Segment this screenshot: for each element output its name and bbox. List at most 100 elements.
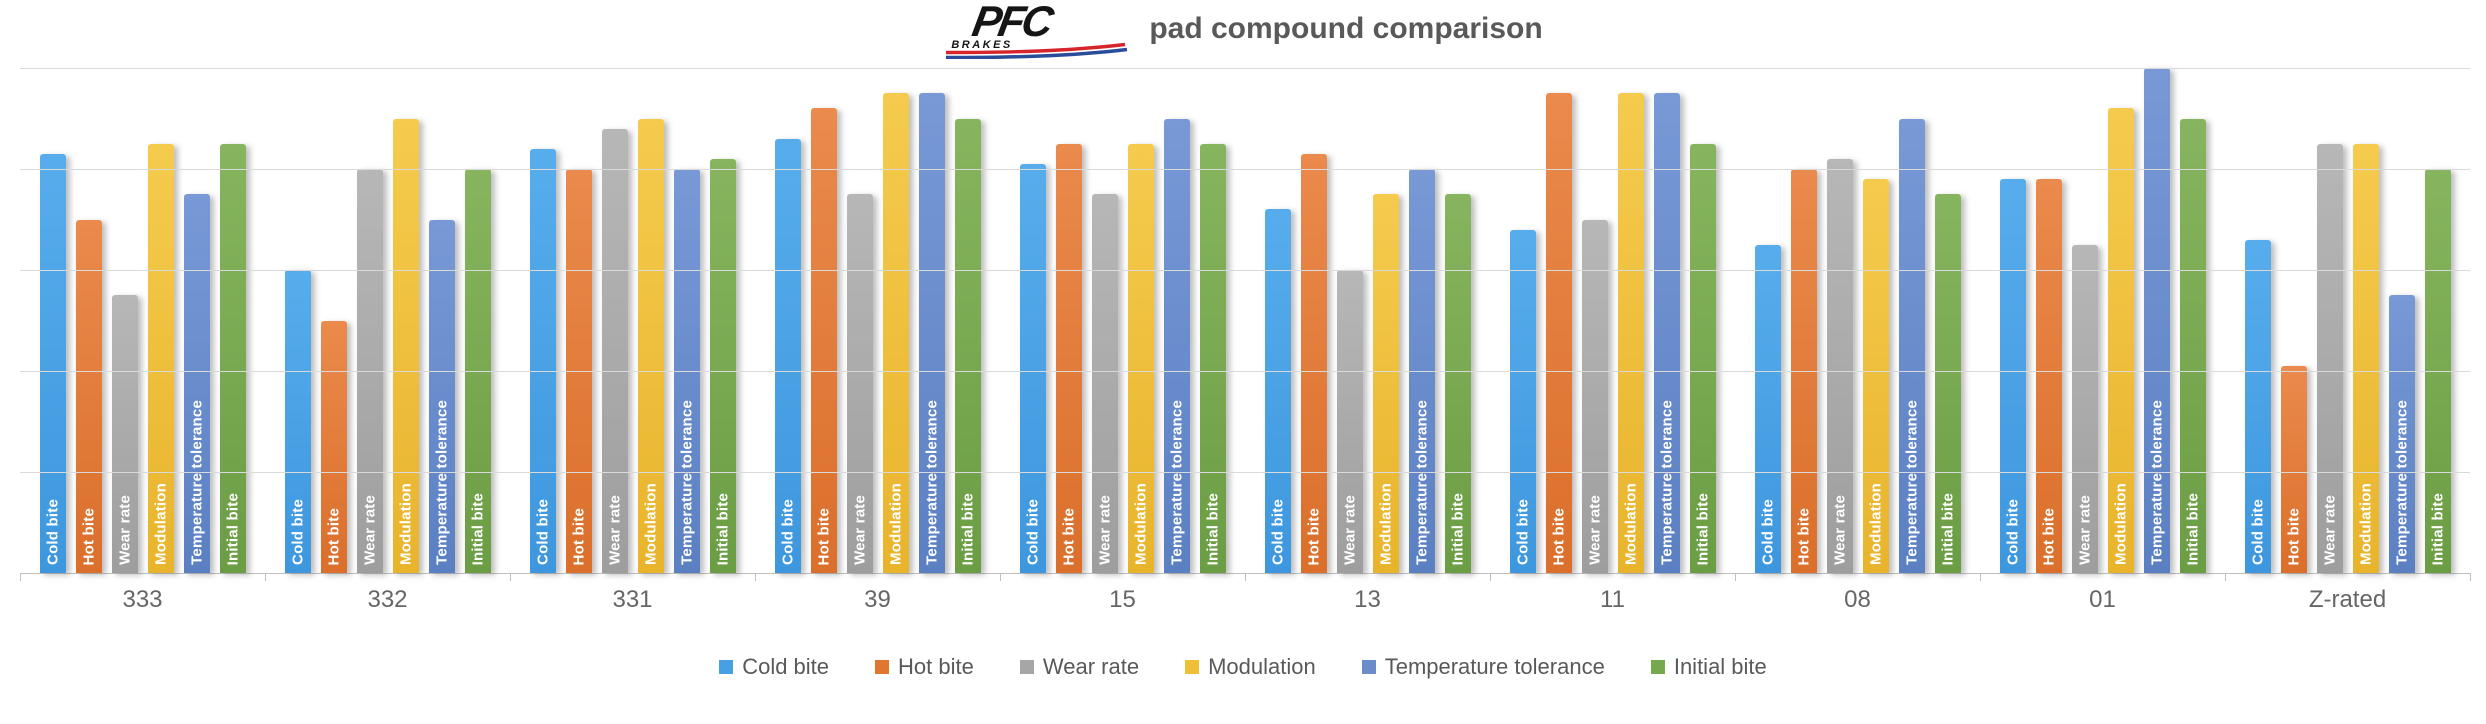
bar-series-label: Initial bite <box>1939 492 1956 565</box>
bar-series-label: Hot bite <box>1305 507 1322 565</box>
bar-wear-rate: Wear rate <box>846 194 873 573</box>
bar-series-label: Wear rate <box>1831 495 1848 565</box>
legend-label: Cold bite <box>742 654 830 679</box>
legend-label: Wear rate <box>1042 654 1140 679</box>
bar-modulation: Modulation <box>1862 179 1889 573</box>
bar-temperature-tolerance: Temperature tolerance <box>1653 93 1680 573</box>
bar-series-label: Wear rate <box>2321 495 2338 565</box>
bar-series-label: Hot bite <box>2285 507 2302 565</box>
bar-series-label: Temperature tolerance <box>1413 400 1430 565</box>
category-label-11: 11 <box>1600 586 1625 613</box>
bar-series-label: Hot bite <box>80 507 97 565</box>
bar-series-label: Hot bite <box>325 507 342 565</box>
category-label-333: 333 <box>122 586 163 613</box>
bar-series-label: Initial bite <box>1449 492 1466 565</box>
bar-series-label: Wear rate <box>1586 495 1603 565</box>
gridline <box>20 472 2470 473</box>
x-axis-tick <box>20 573 21 581</box>
bar-series-label: Wear rate <box>851 495 868 565</box>
bar-temperature-tolerance: Temperature tolerance <box>183 194 210 573</box>
bar-series-label: Wear rate <box>361 495 378 565</box>
bar-series-label: Temperature tolerance <box>2393 400 2410 565</box>
legend-swatch-icon <box>1650 660 1665 674</box>
bar-group-08: Cold bite Hot bite Wear rate Modulation Temp… <box>1735 68 1980 573</box>
bar-initial-bite: Initial bite <box>1444 194 1471 573</box>
legend-item-initial-bite: Initial bite <box>1650 654 1767 680</box>
bar-wear-rate: Wear rate <box>1581 219 1608 573</box>
bar-group-39: Cold bite Hot bite Wear rate Modulation Temp… <box>755 68 1000 573</box>
bar-series-label: Hot bite <box>1550 507 1567 565</box>
bar-series-label: Cold bite <box>534 499 551 565</box>
bar-hot-bite: Hot bite <box>1545 93 1572 573</box>
bar-modulation: Modulation <box>2352 143 2379 573</box>
bar-group-15: Cold bite Hot bite Wear rate Modulation Temp… <box>1000 68 1245 573</box>
legend-label: Modulation <box>1208 654 1316 679</box>
gridline <box>20 371 2470 372</box>
legend-label: Initial bite <box>1673 654 1767 679</box>
logo-sub-text: BRAKES <box>951 39 1013 51</box>
bar-cold-bite: Cold bite <box>1999 179 2026 573</box>
bar-modulation: Modulation <box>2107 108 2134 573</box>
gridline <box>20 169 2470 170</box>
bar-initial-bite: Initial bite <box>1199 143 1226 573</box>
bar-initial-bite: Initial bite <box>219 143 246 573</box>
bar-series-label: Modulation <box>2357 483 2374 565</box>
gridline <box>20 270 2470 271</box>
bar-temperature-tolerance: Temperature tolerance <box>1163 118 1190 573</box>
bar-modulation: Modulation <box>147 143 174 573</box>
category-label-08: 08 <box>1844 586 1871 613</box>
x-axis-tick <box>2470 573 2471 581</box>
x-axis-tick <box>1490 573 1491 581</box>
legend-item-wear-rate: Wear rate <box>1019 654 1140 680</box>
chart-title: pad compound comparison <box>1149 12 1543 45</box>
bar-series-label: Cold bite <box>44 499 61 565</box>
bar-modulation: Modulation <box>1617 93 1644 573</box>
bar-wear-rate: Wear rate <box>1091 194 1118 573</box>
bar-cold-bite: Cold bite <box>1754 244 1781 573</box>
category-label-39: 39 <box>864 586 891 613</box>
category-label-13: 13 <box>1354 586 1381 613</box>
bar-series-label: Cold bite <box>779 499 796 565</box>
bar-modulation: Modulation <box>882 93 909 573</box>
bar-cold-bite: Cold bite <box>1019 163 1046 573</box>
bar-series-label: Modulation <box>642 483 659 565</box>
legend-item-cold-bite: Cold bite <box>719 654 829 680</box>
x-axis-tick <box>1980 573 1981 581</box>
bar-hot-bite: Hot bite <box>320 320 347 573</box>
bar-hot-bite: Hot bite <box>2035 179 2062 573</box>
bar-series-label: Modulation <box>1377 483 1394 565</box>
legend-item-temperature-tolerance: Temperature tolerance <box>1361 654 1605 680</box>
bar-initial-bite: Initial bite <box>1689 143 1716 573</box>
category-label-331: 331 <box>612 586 653 613</box>
bar-modulation: Modulation <box>392 118 419 573</box>
bar-series-label: Modulation <box>2112 483 2129 565</box>
bar-series-label: Cold bite <box>1759 499 1776 565</box>
pfc-brakes-logo: PFC BRAKES <box>943 0 1129 59</box>
x-axis-tick <box>2225 573 2226 581</box>
bar-modulation: Modulation <box>637 118 664 573</box>
bar-wear-rate: Wear rate <box>1826 158 1853 573</box>
bar-group-333: Cold bite Hot bite Wear rate Modulation Temp… <box>20 68 265 573</box>
bar-cold-bite: Cold bite <box>2244 239 2271 573</box>
bar-series-label: Modulation <box>1867 483 1884 565</box>
bar-series-label: Modulation <box>152 483 169 565</box>
legend-swatch-icon <box>875 660 890 674</box>
bar-cold-bite: Cold bite <box>1264 209 1291 573</box>
legend-label: Temperature tolerance <box>1384 654 1605 679</box>
bar-series-label: Temperature tolerance <box>1903 400 1920 565</box>
legend-label: Hot bite <box>898 654 974 679</box>
x-axis-tick <box>755 573 756 581</box>
bar-cold-bite: Cold bite <box>284 270 311 573</box>
bar-hot-bite: Hot bite <box>2280 365 2307 573</box>
bar-cold-bite: Cold bite <box>529 148 556 573</box>
bar-cold-bite: Cold bite <box>774 138 801 573</box>
bar-temperature-tolerance: Temperature tolerance <box>2388 295 2415 573</box>
bar-wear-rate: Wear rate <box>111 295 138 573</box>
bar-temperature-tolerance: Temperature tolerance <box>1898 118 1925 573</box>
bar-series-label: Cold bite <box>1269 499 1286 565</box>
bar-series-label: Initial bite <box>224 492 241 565</box>
bar-hot-bite: Hot bite <box>1300 153 1327 573</box>
bar-series-label: Temperature tolerance <box>1168 400 1185 565</box>
bar-modulation: Modulation <box>1372 194 1399 573</box>
